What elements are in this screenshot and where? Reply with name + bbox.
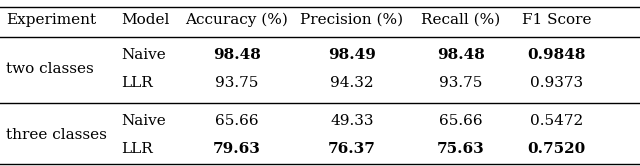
Text: 93.75: 93.75 xyxy=(215,76,259,90)
Text: Naive: Naive xyxy=(122,48,166,62)
Text: 0.9848: 0.9848 xyxy=(527,48,586,62)
Text: 0.9373: 0.9373 xyxy=(530,76,584,90)
Text: Accuracy (%): Accuracy (%) xyxy=(186,13,288,27)
Text: Precision (%): Precision (%) xyxy=(300,13,404,27)
Text: 76.37: 76.37 xyxy=(328,142,376,156)
Text: Model: Model xyxy=(122,13,170,27)
Text: 79.63: 79.63 xyxy=(213,142,260,156)
Text: 0.5472: 0.5472 xyxy=(530,114,584,128)
Text: 65.66: 65.66 xyxy=(215,114,259,128)
Text: Naive: Naive xyxy=(122,114,166,128)
Text: 49.33: 49.33 xyxy=(330,114,374,128)
Text: F1 Score: F1 Score xyxy=(522,13,591,27)
Text: LLR: LLR xyxy=(122,142,154,156)
Text: 94.32: 94.32 xyxy=(330,76,374,90)
Text: Recall (%): Recall (%) xyxy=(421,13,500,27)
Text: 75.63: 75.63 xyxy=(437,142,484,156)
Text: three classes: three classes xyxy=(6,128,108,142)
Text: 98.48: 98.48 xyxy=(437,48,484,62)
Text: Experiment: Experiment xyxy=(6,13,97,27)
Text: 65.66: 65.66 xyxy=(439,114,483,128)
Text: 0.7520: 0.7520 xyxy=(527,142,586,156)
Text: LLR: LLR xyxy=(122,76,154,90)
Text: two classes: two classes xyxy=(6,62,94,76)
Text: 98.48: 98.48 xyxy=(213,48,260,62)
Text: 93.75: 93.75 xyxy=(439,76,483,90)
Text: 98.49: 98.49 xyxy=(328,48,376,62)
